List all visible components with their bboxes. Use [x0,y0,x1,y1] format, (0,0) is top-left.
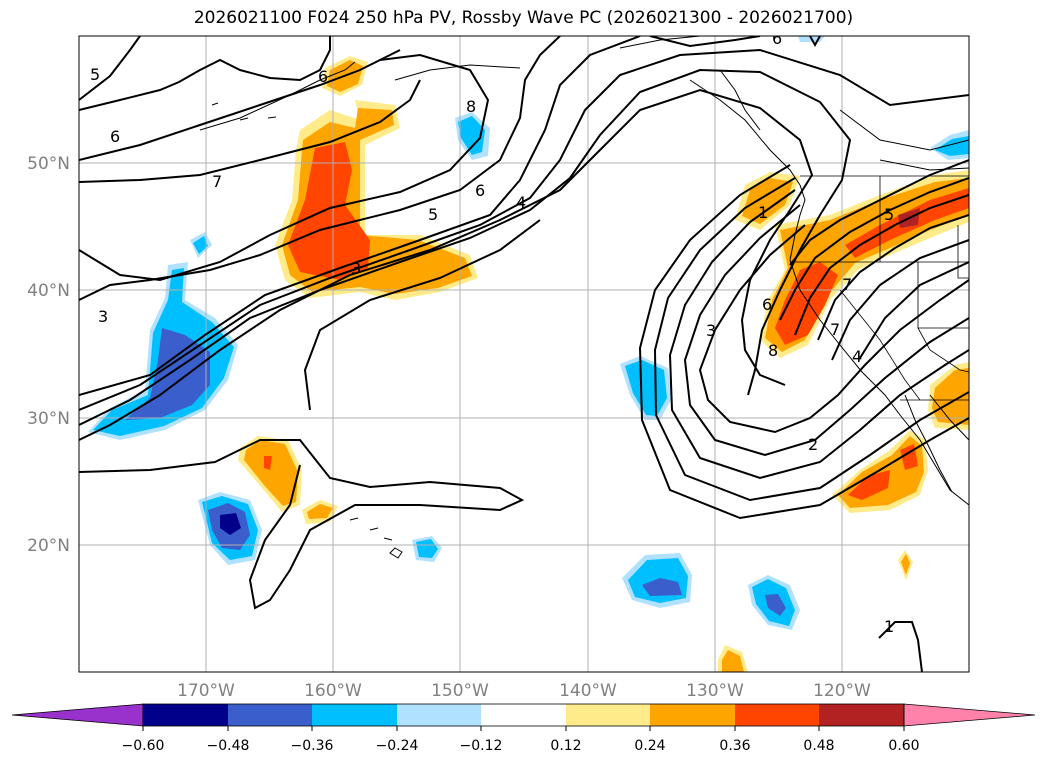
colorbar-tick-label: −0.60 [122,738,165,754]
contour-line [79,36,331,111]
contour-line [79,88,814,441]
contour-label: 1 [884,617,894,636]
colorbar-tick-label: −0.24 [376,738,419,754]
contour-line [859,261,969,359]
contour-line [79,49,401,161]
contour-line [817,214,969,341]
colorbar-extend-max [903,703,1036,727]
colorbar-tick-label: 0.36 [719,738,750,754]
latitude-labels: 50°N 40°N 30°N 20°N [27,154,70,556]
colorbar-tick-label: 0.60 [888,738,919,754]
contour-line [79,53,490,282]
contour-line [79,48,969,411]
colorbar-segment [143,704,228,726]
contour-label: 3 [351,259,361,278]
lon-label: 140°W [559,681,617,701]
contour-line [683,204,969,457]
map-frame [78,35,970,673]
contour-label: 7 [830,320,840,339]
contour-label: 4 [852,347,862,366]
contour-label: 6 [110,127,120,146]
map-area: 5 6 8 6 7 3 6 5 4 3 1 5 6 7 8 7 4 3 2 1 … [79,29,969,672]
contour-line [303,219,541,411]
contour-label: 4 [516,193,526,212]
lat-label: 40°N [27,281,70,301]
colorbar-segment [397,704,481,726]
colorbar-segment [735,704,819,726]
contour-line [79,36,141,101]
contour-label: 3 [706,321,716,340]
longitude-labels: 170°W 160°W 150°W 140°W 130°W 120°W [177,681,871,701]
contour-line [809,36,821,48]
lat-label: 50°N [27,154,70,174]
lon-label: 150°W [431,681,489,701]
colorbar-tick-label: −0.12 [460,738,503,754]
contour-line [649,36,761,48]
colorbar-ticks [142,726,905,731]
pv-contours [79,36,969,672]
colorbar-segment [312,704,397,726]
colorbar-tick-labels: −0.60 −0.48 −0.36 −0.24 −0.12 0.12 0.24 … [122,738,920,754]
contour-label: 6 [475,181,485,200]
contour-line [794,194,969,336]
graticule [79,36,969,672]
contour-line [698,224,969,434]
contour-label: 5 [90,65,100,84]
lon-label: 160°W [304,681,362,701]
contour-line [668,189,969,480]
lon-label: 120°W [813,681,871,701]
lat-label: 30°N [27,409,70,429]
contour-label: 5 [884,205,894,224]
lon-label: 170°W [177,681,235,701]
contour-label: 2 [808,435,818,454]
coastlines [199,36,969,559]
contour-line [789,159,969,266]
colorbar-extend-min [11,703,144,727]
contour-label: 7 [842,275,852,294]
contour-line [638,164,969,520]
colorbar-tick-label: 0.48 [803,738,834,754]
contour-label: 6 [772,29,782,48]
colorbar-segment [566,704,650,726]
colorbar-tick-label: −0.36 [291,738,334,754]
contour-labels: 5 6 8 6 7 3 6 5 4 3 1 5 6 7 8 7 4 3 2 1 … [90,29,894,636]
contour-line [79,36,561,301]
contour-label: 5 [428,205,438,224]
contour-label: 6 [762,295,772,314]
contour-label: 7 [212,172,222,191]
contour-line [779,177,969,321]
contour-label: 8 [466,97,476,116]
colorbar: −0.60 −0.48 −0.36 −0.24 −0.12 0.12 0.24 … [11,703,1036,754]
contour-line [878,621,923,672]
contour-line [831,239,969,361]
colorbar-segment [481,704,566,726]
colorbar-frame [142,703,905,727]
colorbar-segment [819,704,904,726]
contour-label: 3 [98,307,108,326]
lat-label: 20°N [27,536,70,556]
contour-line [79,36,641,396]
colorbar-tick-label: 0.24 [634,738,665,754]
colorbar-segment [228,704,312,726]
contour-label: 6 [318,67,328,86]
political-boundaries [790,175,969,401]
contour-line [79,68,852,426]
colorbar-tick-label: −0.48 [207,738,250,754]
contour-label: 8 [768,341,778,360]
contour-line [79,79,421,183]
colorbar-segment [650,704,735,726]
contour-line [79,439,525,610]
contour-label: 1 [758,203,768,222]
colorbar-tick-label: 0.12 [550,738,581,754]
lon-label: 130°W [686,681,744,701]
contour-line [653,177,969,502]
chart-title: 2026021100 F024 250 hPa PV, Rossby Wave … [193,8,854,28]
